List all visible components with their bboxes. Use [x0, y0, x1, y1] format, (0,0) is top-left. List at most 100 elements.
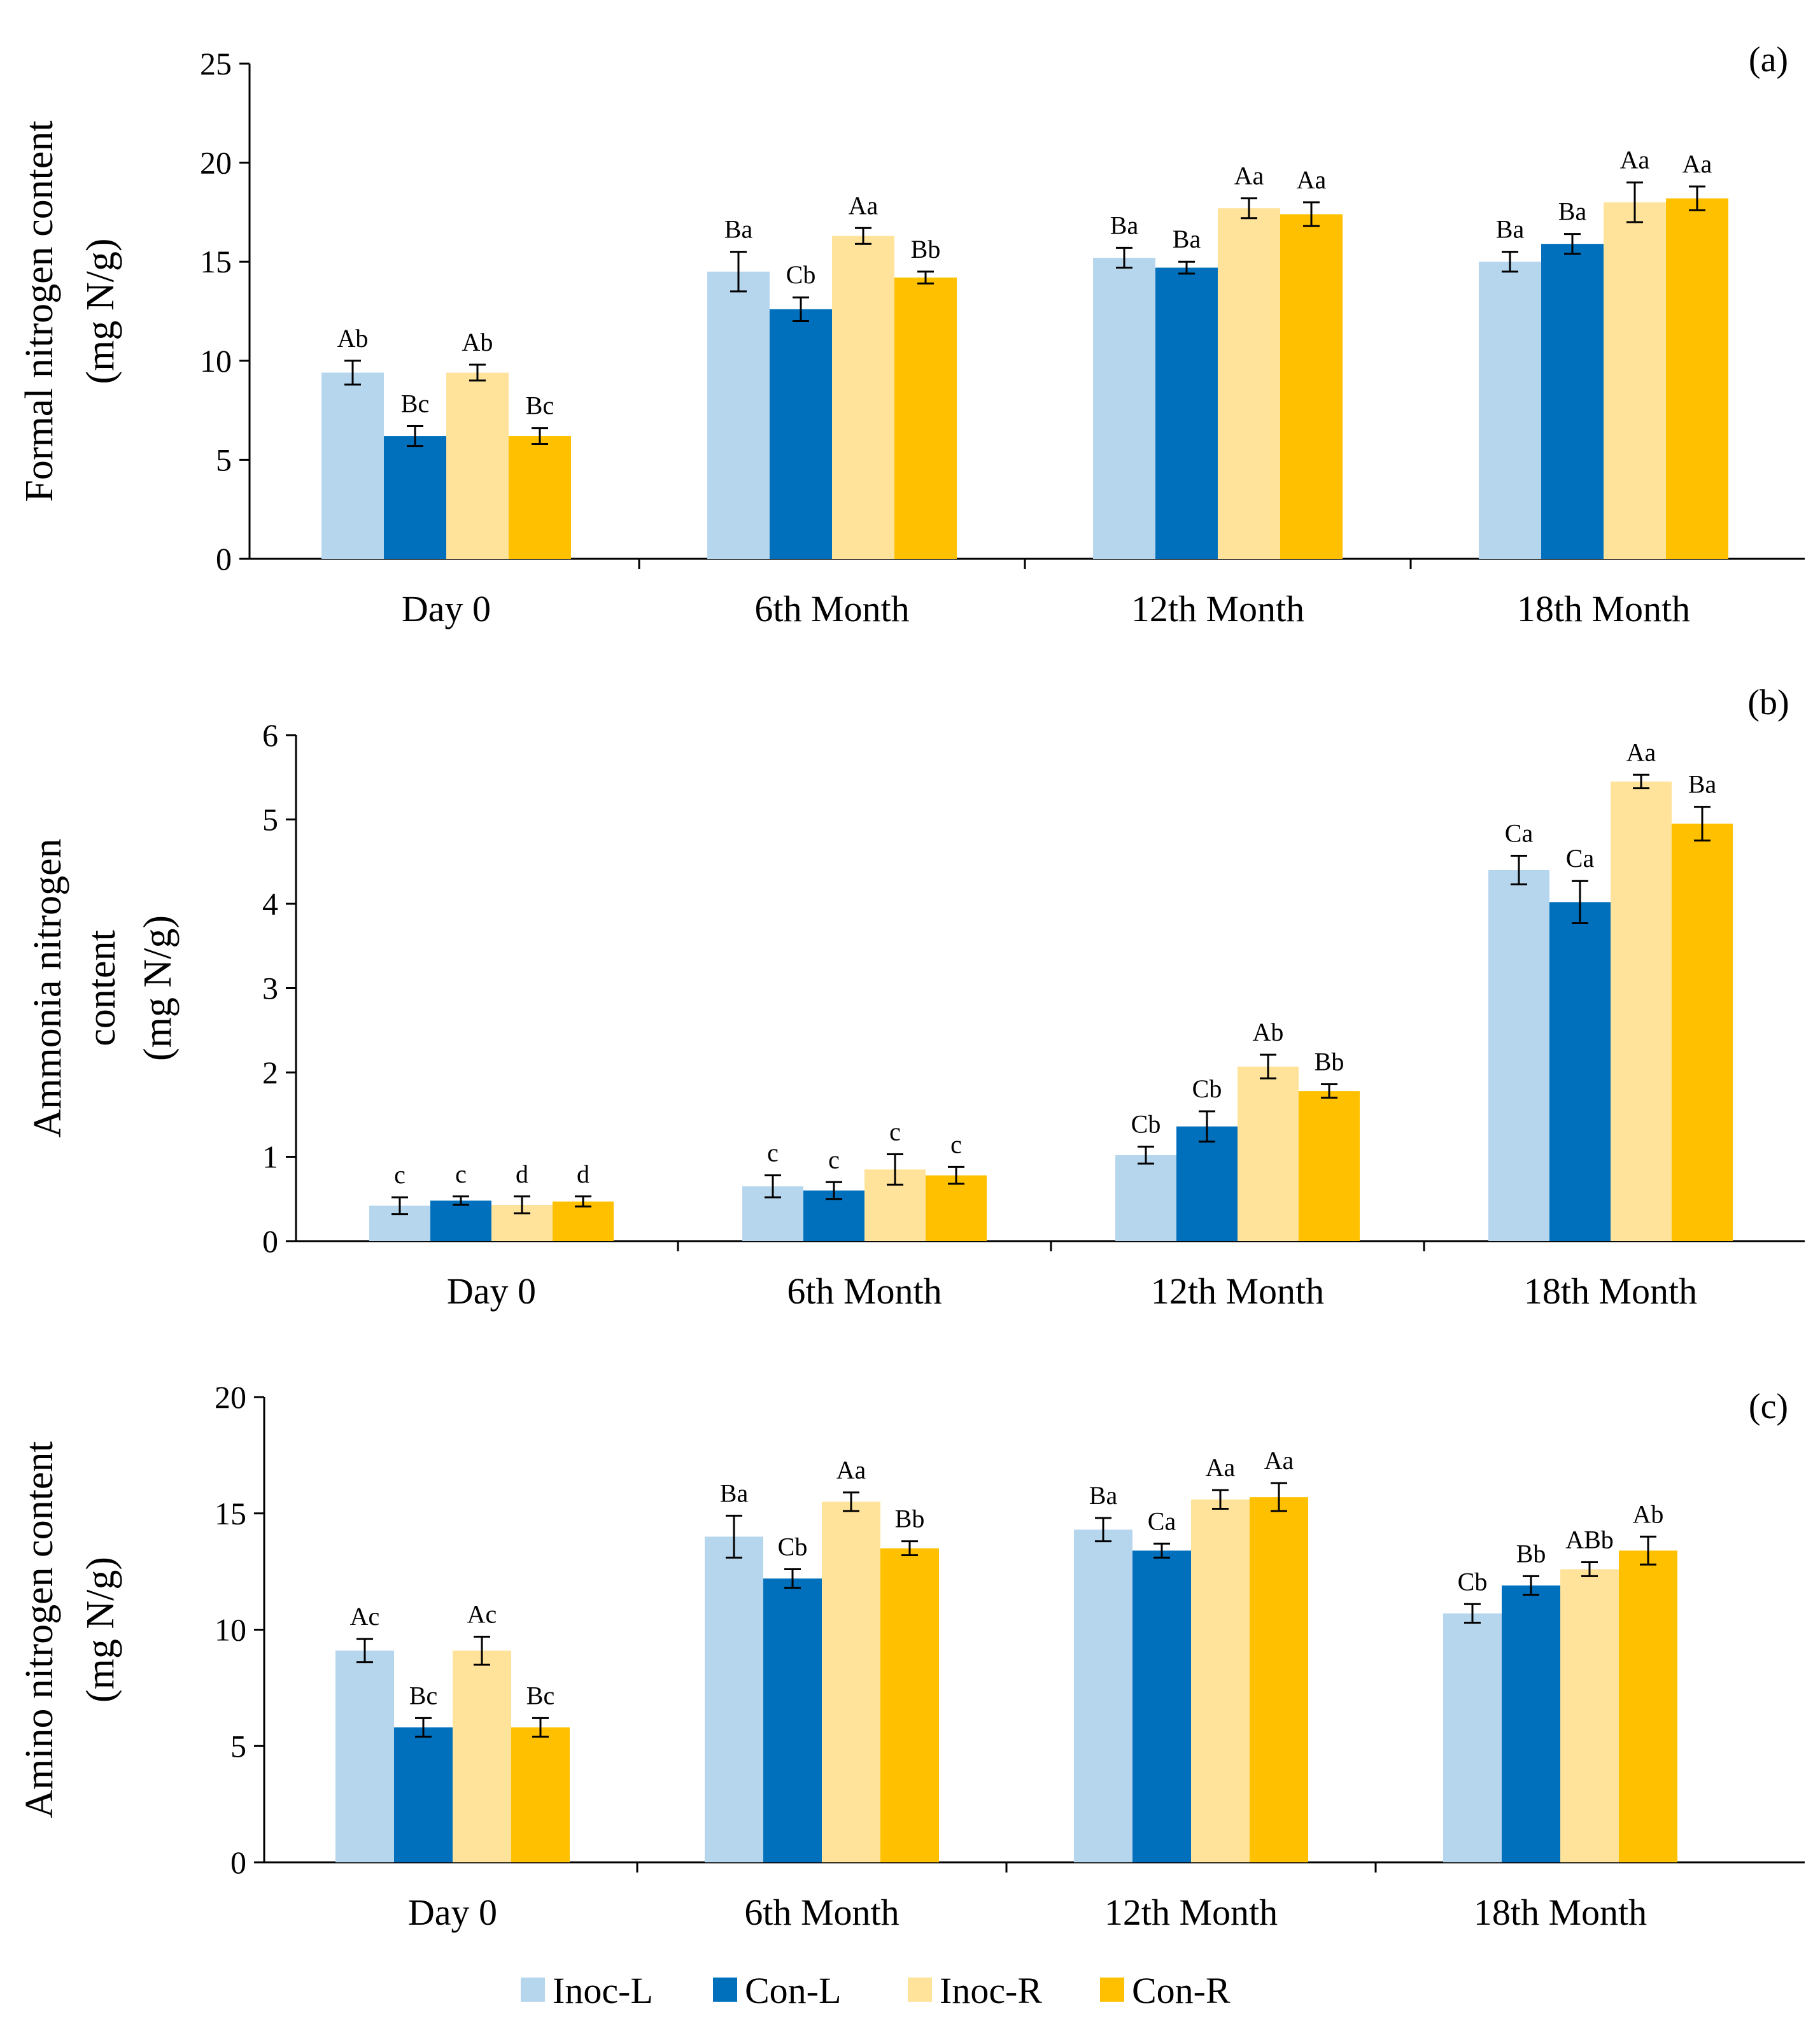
significance-label: c	[767, 1139, 779, 1167]
significance-label: Ba	[1110, 211, 1139, 239]
legend-swatch	[521, 1978, 545, 2002]
y-tick-label: 0	[230, 1845, 246, 1880]
significance-label: ABb	[1565, 1526, 1614, 1554]
category-label: 18th Month	[1524, 1270, 1697, 1312]
bar	[1604, 202, 1666, 559]
y-tick-label: 6	[262, 717, 278, 753]
category-label: 6th Month	[754, 588, 909, 629]
significance-label: Ca	[1566, 844, 1595, 873]
significance-label: Bc	[526, 1681, 554, 1710]
bar	[707, 271, 770, 559]
significance-label: c	[889, 1118, 901, 1146]
y-tick-label: 10	[200, 343, 232, 379]
bar	[1250, 1497, 1308, 1862]
significance-label: Ab	[337, 324, 369, 353]
y-tick-label: 15	[215, 1496, 246, 1531]
bar	[1479, 262, 1541, 559]
significance-label: Ba	[1558, 197, 1587, 226]
significance-label: Bc	[401, 389, 429, 418]
bar	[430, 1200, 491, 1241]
bar	[763, 1578, 822, 1862]
bar	[1191, 1499, 1250, 1862]
significance-label: Ba	[1089, 1481, 1118, 1510]
bar	[446, 372, 509, 559]
significance-label: Aa	[1206, 1453, 1236, 1482]
significance-label: Ab	[1633, 1500, 1664, 1528]
y-tick-label: 4	[262, 886, 278, 922]
significance-label: Cb	[786, 260, 816, 289]
y-tick-label: 5	[262, 802, 278, 838]
bar	[1176, 1126, 1238, 1241]
legend-label: Inoc-R	[940, 1970, 1042, 2011]
y-axis-title: Formal nitrogen content	[18, 120, 61, 502]
significance-label: Aa	[1264, 1446, 1294, 1475]
significance-label: Ba	[1496, 215, 1525, 244]
y-tick-label: 15	[200, 244, 232, 279]
bar	[321, 372, 384, 559]
bar	[1488, 870, 1549, 1241]
y-tick-label: 3	[262, 971, 278, 1006]
significance-label: Bc	[409, 1681, 437, 1710]
bar	[511, 1727, 570, 1862]
bar	[1299, 1091, 1360, 1241]
y-tick-label: 10	[215, 1612, 246, 1648]
category-label: Day 0	[408, 1892, 497, 1933]
category-label: 6th Month	[787, 1270, 942, 1312]
bar	[1115, 1155, 1176, 1241]
significance-label: Cb	[1192, 1074, 1222, 1103]
bar	[832, 235, 894, 559]
bar	[1502, 1585, 1560, 1862]
significance-label: Bb	[895, 1505, 925, 1533]
legend-label: Con-R	[1132, 1970, 1231, 2011]
bar	[1549, 902, 1611, 1241]
significance-label: Aa	[1234, 162, 1264, 190]
significance-label: Ca	[1148, 1507, 1176, 1535]
y-axis-title: content	[80, 930, 123, 1046]
panel-b: 0 1 2 3 4 5 6 Day 0 6th Month 12th Month 18th Mont…	[26, 683, 1805, 1312]
bar	[1443, 1613, 1502, 1862]
bar	[1132, 1550, 1191, 1862]
bar	[880, 1548, 939, 1862]
bar	[1541, 244, 1604, 559]
bar	[1074, 1529, 1132, 1862]
significance-label: Bb	[1315, 1048, 1344, 1076]
bar	[1238, 1066, 1299, 1241]
bar	[770, 309, 832, 559]
y-tick-label: 2	[262, 1055, 278, 1090]
bar	[894, 278, 957, 559]
y-tick-label: 0	[216, 541, 232, 577]
bar	[1611, 781, 1672, 1241]
significance-label: c	[828, 1145, 840, 1174]
significance-label: c	[950, 1130, 962, 1158]
significance-label: c	[455, 1160, 467, 1188]
bar	[705, 1536, 763, 1862]
significance-label: Aa	[836, 1456, 866, 1484]
legend-swatch	[713, 1978, 737, 2002]
panel-label: (b)	[1747, 683, 1789, 722]
bar	[1672, 824, 1733, 1241]
significance-label: Aa	[1297, 165, 1327, 194]
category-label: 12th Month	[1151, 1270, 1324, 1312]
bar	[1666, 198, 1728, 559]
category-label: Day 0	[447, 1270, 536, 1312]
significance-label: Aa	[849, 191, 878, 220]
legend-label: Con-L	[745, 1970, 841, 2011]
significance-label: Cb	[1458, 1567, 1488, 1596]
y-tick-label: 1	[262, 1139, 278, 1175]
bar	[335, 1650, 394, 1862]
significance-label: Bc	[526, 391, 554, 420]
significance-label: Cb	[1131, 1110, 1161, 1139]
y-tick-label: 5	[216, 442, 232, 477]
panel-label: (a)	[1749, 40, 1788, 80]
significance-label: Bb	[911, 235, 941, 264]
significance-label: Ba	[1688, 770, 1717, 799]
legend-swatch	[1100, 1978, 1124, 2002]
legend: Inoc-L Con-L Inoc-R Con-R	[521, 1970, 1231, 2011]
significance-label: Ba	[1173, 225, 1201, 253]
legend-swatch	[908, 1978, 932, 2002]
significance-label: Bb	[1516, 1539, 1546, 1568]
bar	[1280, 214, 1343, 559]
significance-label: Ab	[1253, 1018, 1284, 1046]
y-tick-label: 20	[215, 1379, 246, 1415]
